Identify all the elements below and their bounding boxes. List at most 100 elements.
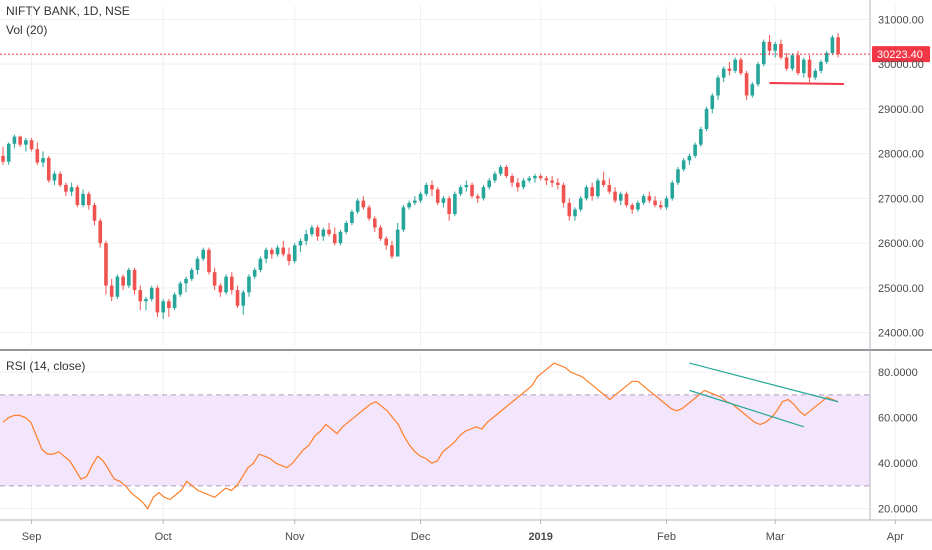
price-tick-label: 29000.00 bbox=[878, 104, 924, 116]
candle-body bbox=[630, 205, 634, 210]
candle-body bbox=[435, 189, 440, 203]
candle-body bbox=[802, 59, 806, 74]
candle-body bbox=[590, 187, 594, 197]
candle-body bbox=[624, 193, 629, 206]
candle-body bbox=[704, 108, 709, 130]
candle-body bbox=[281, 247, 286, 255]
candle-body bbox=[350, 211, 354, 223]
legend-rsi[interactable]: RSI (14, close) bbox=[6, 359, 85, 373]
candle-body bbox=[338, 231, 343, 244]
candle-body bbox=[275, 247, 280, 255]
candle-body bbox=[676, 169, 680, 183]
price-tick-label: 27000.00 bbox=[878, 193, 924, 205]
time-tick-label: Oct bbox=[155, 531, 172, 543]
candle-body bbox=[687, 155, 692, 161]
candle-body bbox=[395, 229, 400, 257]
time-tick-label: Apr bbox=[887, 531, 904, 543]
candle-body bbox=[544, 178, 549, 181]
candle-body bbox=[550, 180, 554, 183]
candle-body bbox=[750, 84, 755, 96]
rsi-tick-label: 60.0000 bbox=[878, 413, 918, 425]
candle-body bbox=[12, 136, 17, 144]
candle-body bbox=[75, 187, 80, 206]
candle-body bbox=[824, 52, 829, 62]
candle-body bbox=[161, 301, 165, 313]
candle-body bbox=[224, 276, 228, 293]
rsi-overbought-oversold-band bbox=[0, 394, 870, 486]
rsi-layer bbox=[0, 362, 870, 510]
candle-body bbox=[767, 41, 772, 51]
candle-body bbox=[447, 198, 451, 215]
candle-body bbox=[618, 193, 623, 201]
candle-body bbox=[481, 187, 486, 199]
candle-body bbox=[315, 227, 320, 237]
time-tick-label: Dec bbox=[411, 531, 431, 543]
candle-body bbox=[607, 184, 612, 192]
candle-body bbox=[127, 269, 131, 286]
candle-body bbox=[498, 167, 503, 174]
legend-symbol[interactable]: NIFTY BANK, 1D, NSE bbox=[6, 4, 130, 18]
candle-body bbox=[596, 180, 600, 197]
candle-body bbox=[321, 229, 326, 237]
candle-body bbox=[327, 229, 331, 235]
candle-body bbox=[761, 41, 766, 65]
candle-body bbox=[636, 202, 640, 210]
candle-body bbox=[453, 193, 457, 215]
candle-body bbox=[727, 68, 732, 71]
candle-body bbox=[18, 136, 22, 145]
candle-body bbox=[493, 173, 497, 181]
candle-body bbox=[464, 184, 469, 188]
candle-body bbox=[779, 44, 783, 58]
candle-body bbox=[556, 182, 560, 185]
candle-body bbox=[310, 227, 314, 235]
candle-body bbox=[35, 149, 40, 163]
candle-body bbox=[304, 234, 308, 241]
candle-body bbox=[58, 173, 62, 185]
legend-volume[interactable]: Vol (20) bbox=[6, 23, 47, 37]
candle-body bbox=[504, 167, 509, 176]
candle-body bbox=[121, 276, 125, 286]
candle-body bbox=[98, 220, 103, 244]
candle-body bbox=[790, 55, 795, 69]
candle-body bbox=[653, 200, 657, 206]
candle-body bbox=[258, 258, 263, 270]
candle-body bbox=[567, 202, 572, 217]
support-line bbox=[769, 81, 844, 85]
candle-body bbox=[41, 158, 45, 163]
candle-body bbox=[733, 59, 737, 71]
candle-body bbox=[167, 301, 171, 308]
time-tick-label: Feb bbox=[657, 531, 676, 543]
candle-body bbox=[46, 158, 51, 181]
candle-body bbox=[401, 207, 406, 230]
candle-body bbox=[458, 187, 463, 194]
candle-body bbox=[241, 292, 246, 306]
candle-body bbox=[184, 278, 188, 284]
candle-body bbox=[218, 285, 223, 293]
price-tick-label: 28000.00 bbox=[878, 149, 924, 161]
candle-body bbox=[138, 290, 143, 302]
candle-body bbox=[270, 249, 274, 255]
price-tick-label: 31000.00 bbox=[878, 14, 924, 26]
candle-body bbox=[830, 37, 835, 53]
candle-body bbox=[69, 187, 74, 192]
candle-body bbox=[573, 209, 577, 217]
time-tick-label: 2019 bbox=[528, 531, 552, 543]
rsi-line bbox=[2, 362, 839, 510]
candle-body bbox=[378, 227, 383, 239]
candle-body bbox=[756, 64, 760, 85]
candle-body bbox=[149, 287, 154, 300]
candle-body bbox=[561, 184, 566, 203]
price-tick-label: 25000.00 bbox=[878, 283, 924, 295]
last-price-label-bg bbox=[872, 46, 930, 63]
legend-layer: NIFTY BANK, 1D, NSE Vol (20) RSI (14, cl… bbox=[6, 4, 130, 373]
candle-body bbox=[212, 272, 217, 286]
candle-body bbox=[527, 178, 532, 181]
price-tick-label: 30000.00 bbox=[878, 59, 924, 71]
time-tick-label: Nov bbox=[285, 531, 305, 543]
candle-body bbox=[144, 299, 148, 302]
candle-body bbox=[252, 269, 257, 277]
price-layer: 30223.40 bbox=[0, 32, 930, 320]
price-tick-label: 24000.00 bbox=[878, 328, 924, 340]
